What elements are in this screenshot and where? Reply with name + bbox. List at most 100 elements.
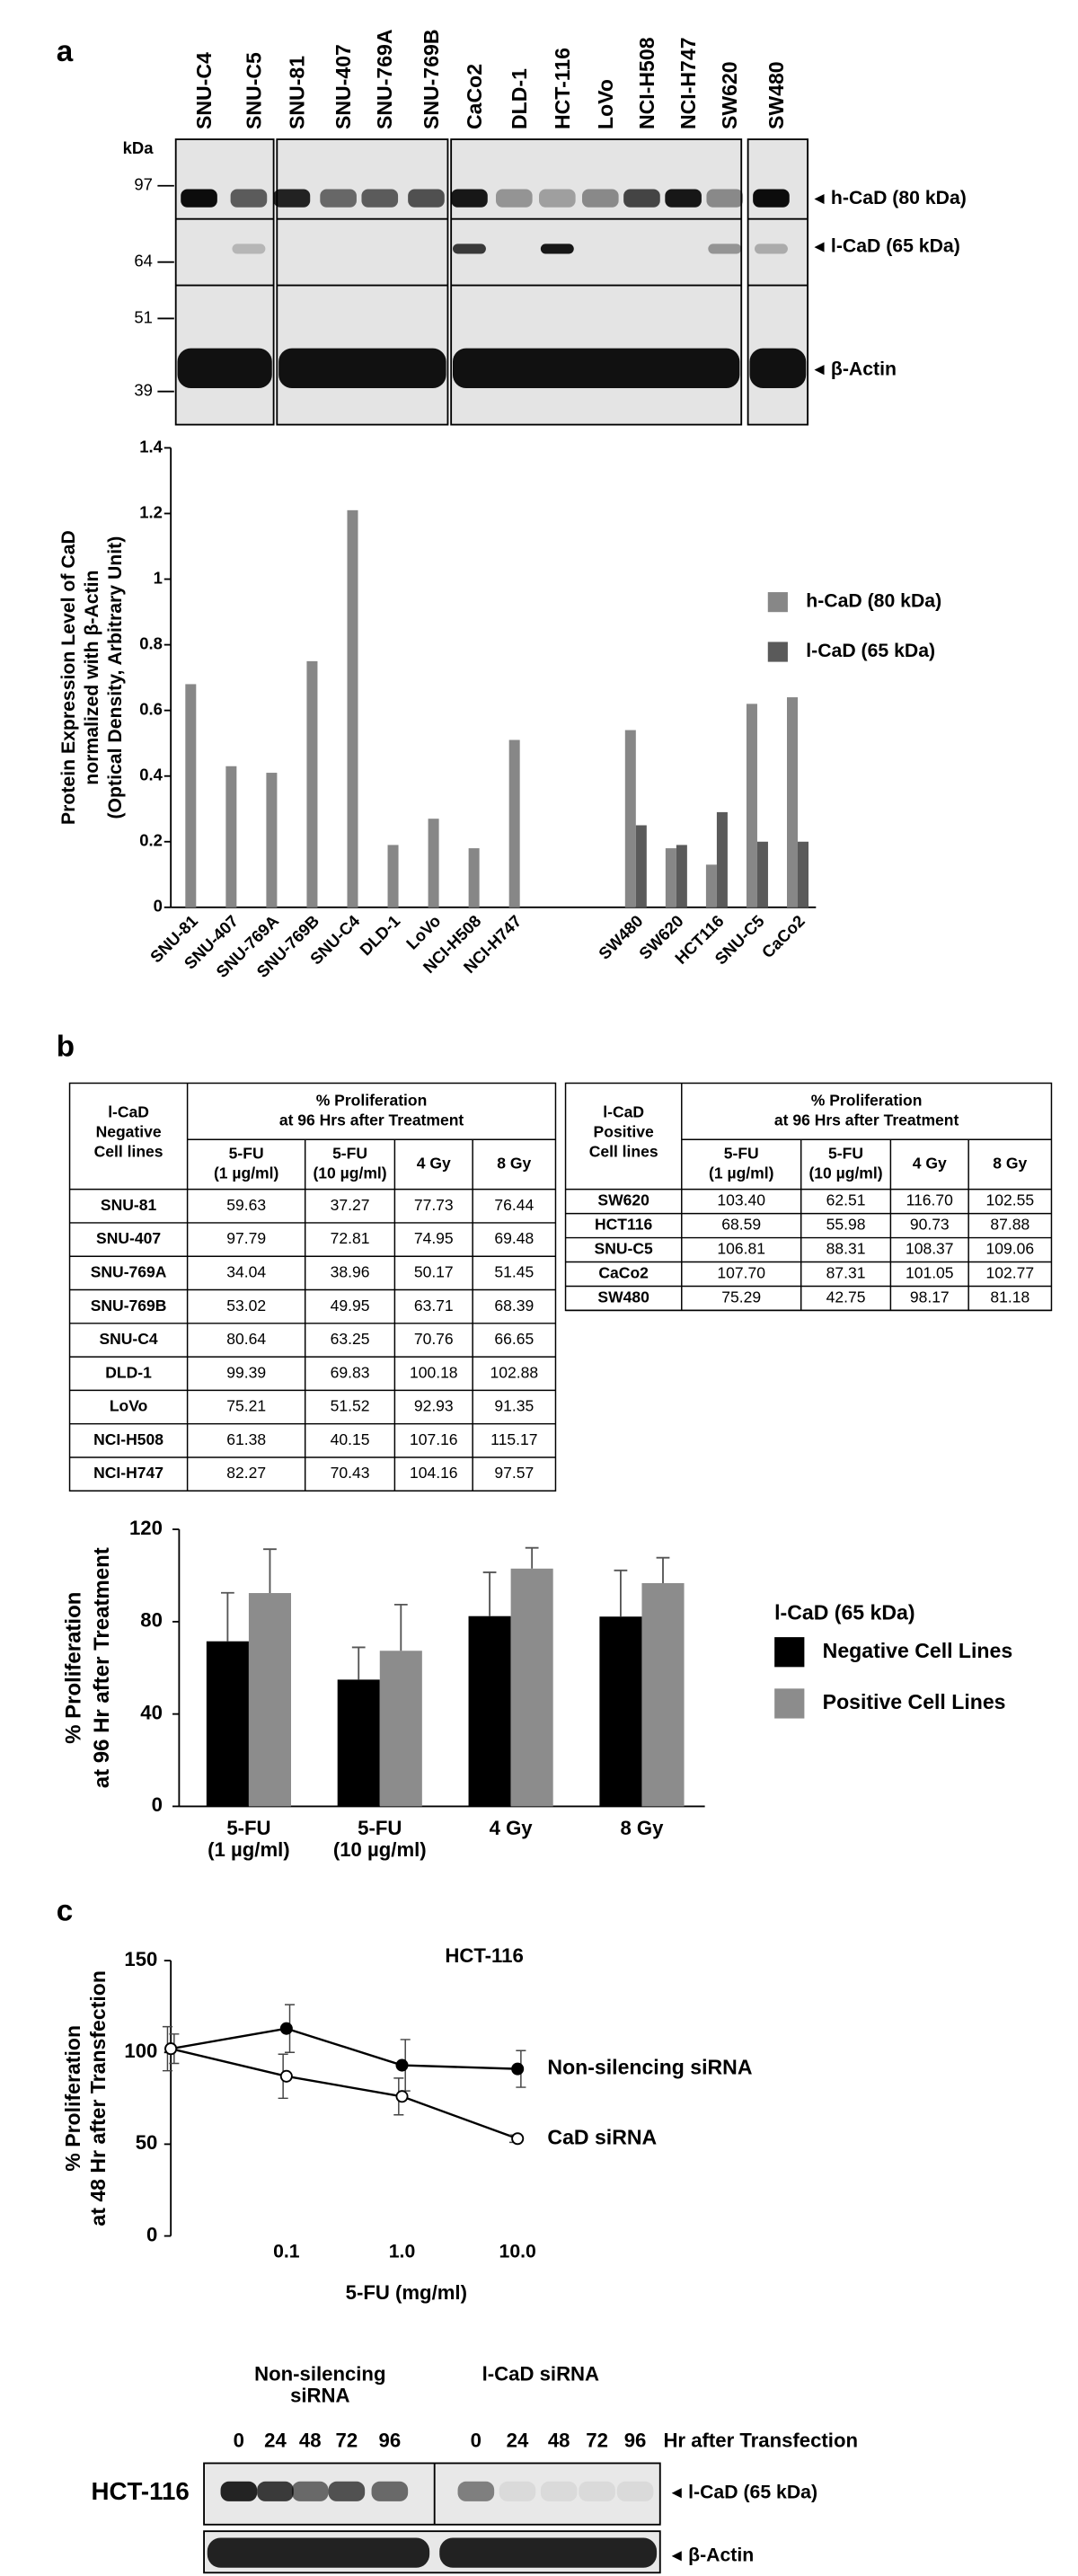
x-tick-label: 0.1 bbox=[273, 2242, 300, 2262]
table-cell: 107.16 bbox=[410, 1430, 458, 1448]
time-label: 72 bbox=[336, 2429, 358, 2451]
table-row-header: SW480 bbox=[597, 1288, 649, 1306]
y-tick-label: 1.2 bbox=[139, 502, 163, 521]
table-row-header: SNU-769A bbox=[91, 1263, 167, 1281]
table-header: Positive bbox=[594, 1123, 654, 1141]
point bbox=[511, 2132, 525, 2146]
bar bbox=[266, 773, 278, 907]
table-cell: 99.39 bbox=[226, 1363, 266, 1381]
series-line bbox=[170, 2047, 518, 2140]
y-tick-label: 0.2 bbox=[139, 831, 163, 850]
table-column-header: (10 µg/ml) bbox=[808, 1164, 882, 1182]
h-cad-band bbox=[361, 189, 399, 208]
y-tick-label: 0.4 bbox=[139, 766, 163, 784]
l-cad-band bbox=[257, 2481, 294, 2501]
table-cell: 104.16 bbox=[410, 1464, 458, 1482]
error-bar bbox=[482, 1571, 497, 1616]
bar bbox=[798, 841, 808, 907]
table-row-header: SW620 bbox=[597, 1191, 649, 1209]
series-label: CaD siRNA bbox=[547, 2125, 657, 2148]
cell-line-label: HCT-116 bbox=[92, 2477, 190, 2505]
panel-label: c bbox=[57, 1894, 73, 1927]
lane-label: SNU-C5 bbox=[242, 52, 265, 129]
x-tick-label: 8 Gy bbox=[620, 1817, 664, 1839]
l-cad-band bbox=[708, 243, 742, 254]
time-label: 72 bbox=[586, 2429, 608, 2451]
table-row-header: SNU-81 bbox=[101, 1196, 157, 1214]
legend-title: l-CaD (65 kDa) bbox=[774, 1600, 915, 1624]
table-row-header: SNU-769B bbox=[91, 1297, 167, 1315]
h-cad-band bbox=[496, 189, 533, 208]
lane-label: NCI-H747 bbox=[676, 37, 700, 129]
error-bar bbox=[263, 1548, 277, 1594]
time-label: 24 bbox=[507, 2429, 529, 2451]
bar bbox=[347, 509, 358, 907]
actin-band bbox=[453, 348, 740, 388]
table-row-header: NCI-H508 bbox=[93, 1430, 163, 1448]
table-cell: 62.51 bbox=[826, 1191, 866, 1209]
table-cell: 91.35 bbox=[494, 1397, 534, 1415]
table-cell: 80.64 bbox=[226, 1330, 266, 1348]
y-axis-label: at 48 Hr after Transfection bbox=[86, 1970, 110, 2226]
x-tick-label: 5-FU bbox=[226, 1817, 270, 1839]
arrowhead bbox=[814, 193, 825, 205]
time-label: 96 bbox=[379, 2429, 402, 2451]
table-cell: 63.71 bbox=[414, 1297, 454, 1315]
table-cell: 42.75 bbox=[826, 1288, 866, 1306]
table-cell: 98.17 bbox=[910, 1288, 950, 1306]
x-tick-label: 5-FU bbox=[358, 1817, 402, 1839]
y-axis-label: at 96 Hr after Treatment bbox=[90, 1547, 114, 1788]
table-header: Cell lines bbox=[94, 1143, 163, 1161]
bar bbox=[387, 845, 399, 907]
table-cell: 97.79 bbox=[226, 1229, 266, 1247]
bar bbox=[635, 825, 647, 907]
bar bbox=[624, 730, 636, 907]
table-cell: 100.18 bbox=[410, 1363, 458, 1381]
l-cad-band bbox=[457, 2481, 495, 2501]
table-cell: 53.02 bbox=[226, 1297, 266, 1315]
table-header: % Proliferation bbox=[316, 1091, 428, 1109]
l-cad-band bbox=[579, 2481, 615, 2501]
table-cell: 59.63 bbox=[226, 1196, 266, 1214]
band-label: h-CaD (80 kDa) bbox=[831, 188, 967, 208]
table-cell: 37.27 bbox=[331, 1196, 370, 1214]
table-cell: 82.27 bbox=[226, 1464, 266, 1482]
lane-label: SNU-769A bbox=[373, 29, 396, 129]
bar bbox=[379, 1651, 422, 1807]
bar bbox=[306, 660, 318, 907]
bar bbox=[676, 845, 687, 907]
l-cad-band bbox=[453, 243, 486, 254]
bar bbox=[716, 811, 728, 907]
table-cell: 69.48 bbox=[494, 1229, 534, 1247]
table-cell: 90.73 bbox=[910, 1216, 950, 1234]
table-cell: 103.40 bbox=[717, 1191, 765, 1209]
table-cell: 74.95 bbox=[414, 1229, 454, 1247]
h-cad-band bbox=[539, 189, 576, 208]
arrowhead bbox=[814, 365, 825, 376]
bar bbox=[428, 819, 439, 907]
y-tick-label: 0.6 bbox=[139, 700, 163, 719]
table-header: Cell lines bbox=[589, 1143, 658, 1161]
time-label: 0 bbox=[234, 2429, 244, 2451]
actin-band bbox=[177, 348, 272, 388]
table-cell: 92.93 bbox=[414, 1397, 454, 1415]
table-header: at 96 Hrs after Treatment bbox=[279, 1111, 464, 1129]
table-column-header: 8 Gy bbox=[993, 1155, 1027, 1173]
h-cad-band bbox=[408, 189, 445, 208]
table-cell: 50.17 bbox=[414, 1263, 454, 1281]
table-cell: 87.31 bbox=[826, 1264, 866, 1282]
marker-label: 39 bbox=[134, 381, 153, 400]
error-bar bbox=[614, 1569, 628, 1617]
table-cell: 70.76 bbox=[414, 1330, 454, 1348]
x-tick-label: 10.0 bbox=[499, 2242, 536, 2262]
table-cell: 76.44 bbox=[494, 1196, 534, 1214]
bar bbox=[468, 1616, 511, 1807]
table-column-header: (10 µg/ml) bbox=[313, 1164, 386, 1182]
table-row-header: CaCo2 bbox=[598, 1264, 649, 1282]
point bbox=[164, 2042, 178, 2056]
table-cell: 34.04 bbox=[226, 1263, 266, 1281]
x-tick-label: (10 µg/ml) bbox=[333, 1838, 427, 1861]
table-cell: 66.65 bbox=[494, 1330, 534, 1348]
table-cell: 68.59 bbox=[721, 1216, 761, 1234]
